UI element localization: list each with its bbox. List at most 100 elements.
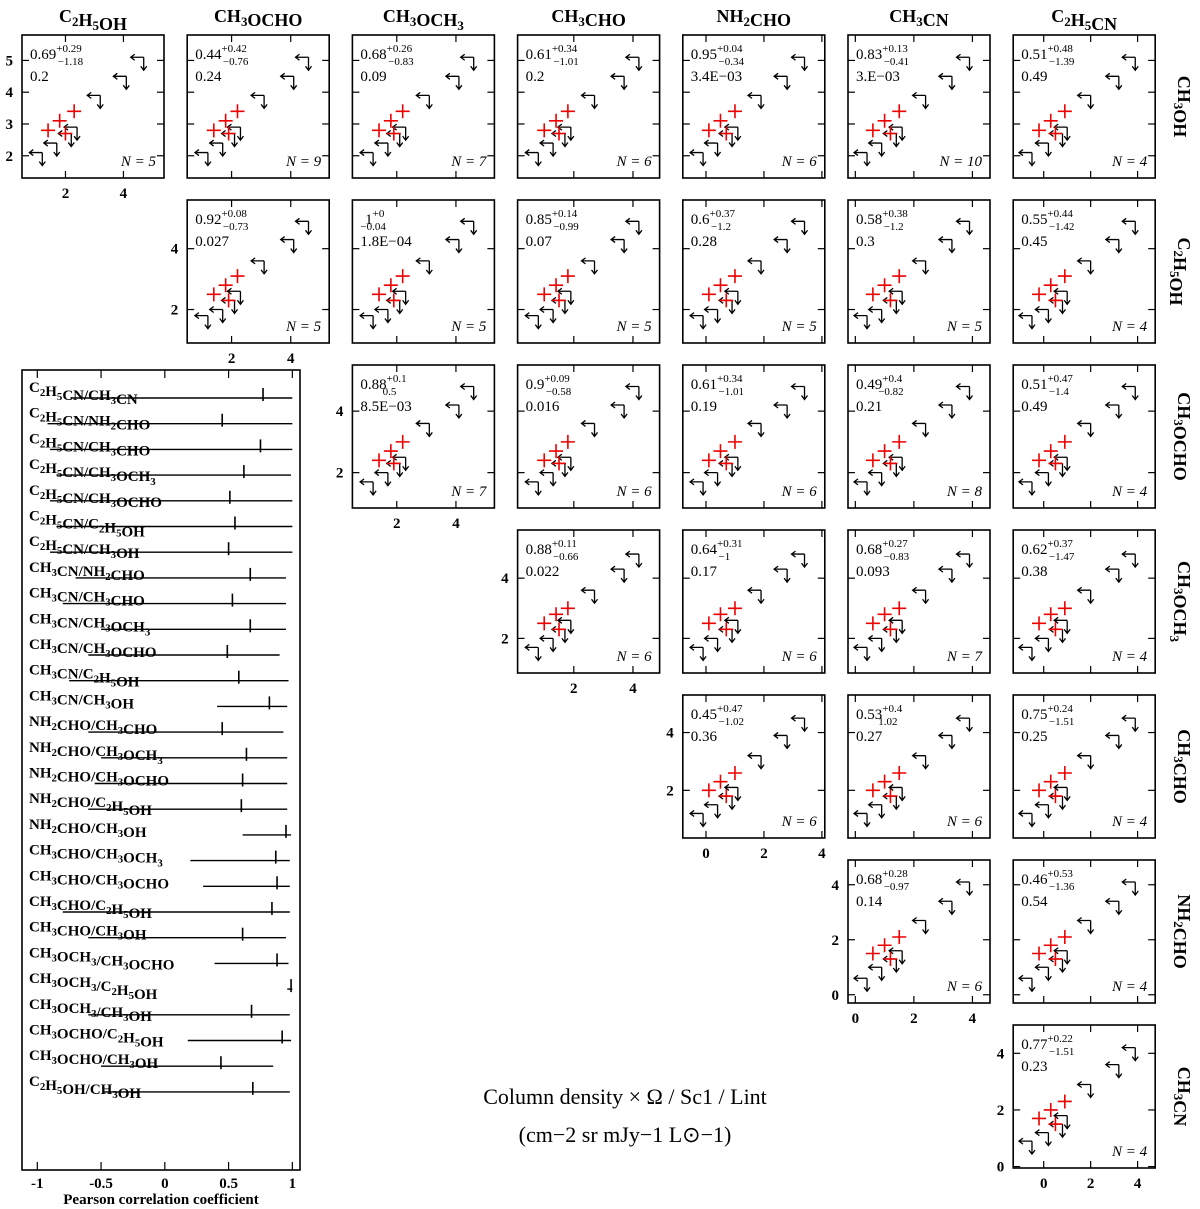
- upper-limit: [773, 72, 791, 91]
- column-title: NH2CHO: [717, 6, 792, 30]
- upper-limit: [62, 123, 81, 142]
- upper-limit: [193, 149, 212, 167]
- r-value: 0.69: [30, 47, 56, 63]
- x-tick-label: 0: [161, 1176, 169, 1192]
- upper-limit: [703, 139, 722, 158]
- panel: 0.62+0.37 −1.470.38 N = 4: [1012, 529, 1157, 674]
- pair-label: CH3CHO/C2H5OH: [29, 894, 152, 922]
- pair-label: CH3OCH3/CH3OCHO: [29, 945, 174, 973]
- panel-frame: [681, 199, 826, 344]
- upper-limit: [888, 287, 906, 306]
- panel: 0.75+0.24 −1.510.25 N = 4: [1012, 694, 1157, 839]
- detection: [883, 293, 898, 308]
- r-value: 0.49: [856, 377, 882, 393]
- detection: [552, 126, 567, 141]
- panel: 0.85+0.14 −0.990.07 N = 5: [516, 199, 661, 344]
- upper-limit: [1076, 91, 1095, 110]
- count: N = 6: [781, 154, 818, 170]
- upper-limit: [524, 149, 542, 167]
- r-upper: +0.28: [882, 868, 908, 880]
- detection: [1057, 269, 1072, 284]
- upper-limit: [580, 419, 599, 438]
- upper-limit: [867, 801, 886, 819]
- upper-limit: [703, 634, 722, 653]
- count: N = 6: [781, 484, 818, 500]
- upper-limit: [86, 91, 104, 110]
- r-value: 0.88: [360, 377, 386, 393]
- upper-limit: [888, 616, 906, 635]
- correlation: 0.58+0.38 −1.2: [856, 208, 908, 233]
- r-upper: +0.4: [882, 373, 902, 385]
- axis-label: Column density × Ω / Sc1 / Lint: [483, 1084, 767, 1109]
- p-value: 0.022: [526, 564, 560, 580]
- r-lower: −1: [719, 551, 731, 563]
- y-tick-label: 2: [336, 466, 344, 482]
- upper-limit: [1104, 565, 1123, 584]
- r-lower: −1.2: [884, 221, 904, 233]
- upper-limit: [790, 714, 809, 733]
- count: N = 5: [285, 319, 322, 335]
- pair-label: CH3OCH3/C2H5OH: [29, 971, 158, 1003]
- detection: [1057, 1094, 1072, 1109]
- panel-frame: [21, 34, 165, 179]
- upper-limit: [1034, 469, 1052, 487]
- r-value: 0.55: [1021, 212, 1047, 228]
- r-lower: −1.01: [719, 386, 744, 398]
- count: N = 5: [120, 154, 157, 170]
- y-tick-label: 4: [171, 242, 179, 258]
- upper-limit: [193, 312, 212, 330]
- x-tick-label: 1: [289, 1176, 297, 1192]
- x-tick-label: 4: [120, 186, 128, 202]
- x-tick-label: -1: [31, 1176, 44, 1192]
- detection: [560, 269, 575, 284]
- r-upper: +0.08: [221, 208, 247, 220]
- detection: [892, 601, 907, 616]
- x-tick-label: 4: [1134, 1176, 1142, 1192]
- r-lower: −1.02: [719, 716, 744, 728]
- count: N = 4: [1111, 979, 1148, 995]
- r-value: 0.51: [1021, 377, 1047, 393]
- upper-limit: [1034, 1129, 1052, 1147]
- upper-limit: [42, 139, 61, 158]
- detection: [865, 287, 880, 302]
- upper-limit: [1017, 149, 1036, 167]
- panel-frame: [351, 199, 496, 344]
- p-value: 0.14: [856, 894, 883, 910]
- detection: [883, 952, 898, 966]
- detection: [1032, 616, 1047, 631]
- p-value: 0.07: [526, 234, 553, 250]
- count: N = 4: [1111, 649, 1148, 665]
- r-lower: −0.66: [553, 551, 579, 563]
- detection: [719, 456, 734, 471]
- x-tick-label: 0: [1040, 1176, 1048, 1192]
- upper-limit: [1017, 643, 1036, 662]
- detection: [1048, 1117, 1063, 1132]
- r-value: 0.83: [856, 47, 882, 63]
- detection: [41, 123, 56, 138]
- upper-limit: [852, 478, 871, 496]
- r-value: 0.6: [691, 212, 710, 228]
- correlation: 0.69+0.29 −1.18: [30, 43, 84, 68]
- x-tick-label: 4: [452, 516, 460, 532]
- detection: [383, 444, 398, 459]
- count: N = 7: [450, 484, 488, 500]
- detection: [701, 783, 716, 798]
- count: N = 5: [615, 319, 652, 335]
- upper-limit: [937, 897, 956, 916]
- y-tick-label: 4: [832, 878, 840, 894]
- r-upper: +0.37: [710, 208, 736, 220]
- column-title: CH3CHO: [551, 6, 626, 30]
- upper-limit: [1076, 419, 1095, 438]
- detection: [1048, 622, 1063, 637]
- detection: [1043, 444, 1058, 459]
- upper-limit: [955, 217, 974, 236]
- y-tick-label: 2: [501, 631, 509, 647]
- count: N = 4: [1111, 319, 1148, 335]
- detection: [877, 278, 892, 293]
- upper-limit: [112, 72, 130, 91]
- upper-limit: [689, 149, 707, 167]
- correlation: 0.68+0.27 −0.83: [856, 538, 910, 563]
- pair-label: CH3CHO/CH3OCHO: [29, 868, 169, 892]
- r-upper: +0.4: [882, 703, 902, 715]
- count: N = 6: [615, 649, 652, 665]
